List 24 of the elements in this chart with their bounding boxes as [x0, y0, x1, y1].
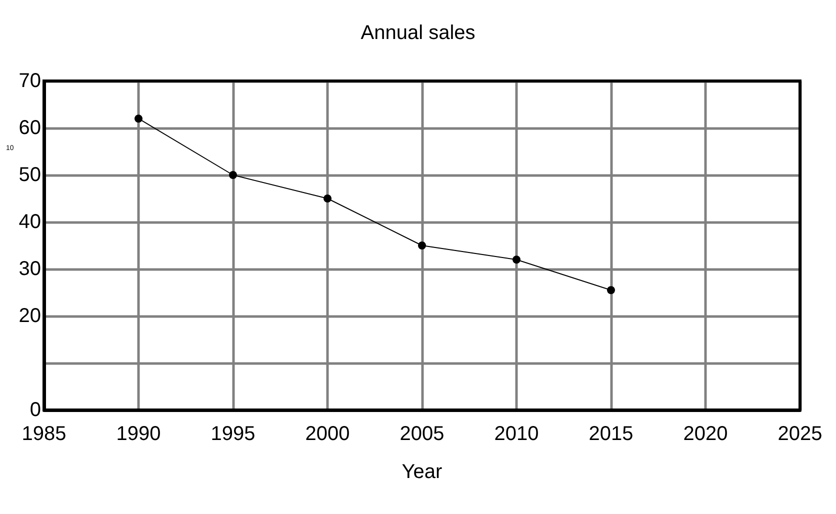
y-tick-label: 60: [18, 117, 41, 139]
point: [324, 194, 332, 202]
y-tick-label: 70: [18, 70, 41, 92]
x-tick-label: 2005: [400, 423, 444, 445]
point: [512, 256, 520, 264]
point: [418, 242, 426, 250]
point: [229, 171, 237, 179]
x-tick-label: 1990: [116, 423, 161, 445]
x-tick-label: 2000: [305, 423, 350, 445]
point: [607, 286, 615, 294]
point: [134, 114, 142, 123]
y-tick-label: 40: [18, 211, 41, 233]
y-tick-label: 20: [18, 305, 41, 327]
y-tick-label: 50: [18, 164, 41, 186]
x-axis-title: Year: [402, 461, 443, 483]
y-tick-label: 30: [18, 258, 41, 280]
x-tick-label: 1995: [210, 423, 256, 445]
x-tick-label: 2025: [778, 423, 822, 445]
chart-title: Annual sales: [360, 22, 476, 44]
x-tick-label: 2020: [683, 423, 728, 445]
x-tick-label: 1985: [22, 423, 66, 445]
x-tick-label: 2010: [494, 423, 539, 445]
x-tick-label: 2015: [588, 423, 634, 445]
y-tick-label: 0: [30, 399, 41, 421]
